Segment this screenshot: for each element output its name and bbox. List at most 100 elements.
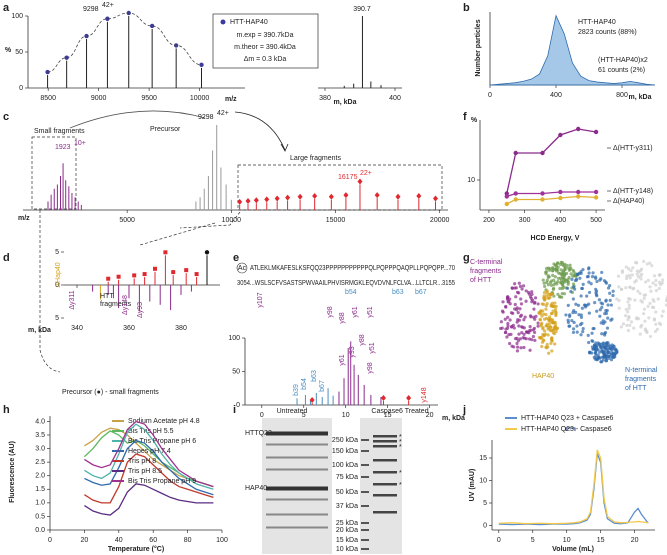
ladder-band (361, 491, 369, 493)
atom (635, 272, 639, 276)
structure-label: C-terminal (470, 259, 503, 266)
atom (566, 303, 570, 307)
atom (625, 323, 629, 327)
atom (604, 281, 609, 285)
atom (545, 280, 549, 285)
asterisk: * (399, 444, 402, 451)
atom (509, 311, 514, 315)
atom (504, 327, 508, 331)
y-tick-label: 0 (19, 85, 23, 92)
atom (552, 278, 556, 282)
atom (559, 260, 563, 264)
x-tick-label: 380 (175, 325, 187, 332)
atom (571, 327, 576, 331)
marker (328, 193, 334, 200)
x-tick-label: 100 (216, 537, 228, 544)
atom (664, 303, 667, 307)
acetyl-circle (236, 262, 248, 274)
atom (550, 349, 554, 353)
arrow (69, 110, 206, 129)
y-tick-label: 5 (55, 249, 59, 256)
marker (171, 270, 176, 275)
atom (619, 287, 624, 291)
marker (504, 194, 509, 199)
atom (520, 325, 524, 329)
atom (578, 276, 582, 280)
arrow (139, 222, 216, 246)
x-tick-label: 10000 (222, 217, 242, 224)
atom (626, 317, 630, 322)
bracket (565, 427, 576, 431)
x-tick-label: 20 (81, 537, 89, 544)
panel-label: h (3, 404, 10, 416)
atom (543, 332, 548, 336)
x-tick-label: 20 (631, 537, 639, 544)
annotation: 42+ (102, 2, 114, 9)
atom (569, 289, 573, 294)
atom (597, 298, 602, 302)
annotation: HTT-HAP40 (578, 19, 616, 26)
atom (571, 274, 575, 278)
atom (541, 278, 545, 282)
marker (132, 273, 137, 278)
atom (634, 260, 638, 265)
y-axis-label: % (471, 117, 478, 124)
atom (598, 345, 602, 349)
atom (603, 353, 607, 357)
atom (576, 303, 581, 307)
atom (503, 317, 507, 321)
atom (646, 278, 651, 282)
atom (611, 352, 615, 356)
atom (609, 358, 614, 362)
y-axis-label: Fluorescence (AU) (9, 441, 16, 503)
x-tick-label: 15 (597, 537, 605, 544)
atom (661, 309, 665, 313)
atom (549, 304, 553, 308)
y-tick-label: 1.0 (35, 500, 45, 507)
annotation: y98 (327, 306, 334, 317)
y-axis-label: Number particles (475, 19, 482, 76)
asterisk: * (399, 470, 402, 477)
legend-label: Δ(HTT-y148) (613, 188, 653, 195)
atom (602, 279, 607, 283)
atom (558, 276, 563, 280)
marker (374, 192, 380, 199)
atom (556, 279, 560, 284)
y-tick-label: 3.5 (35, 432, 45, 439)
atom (573, 287, 577, 291)
legend-label: HTT-HAP40 Q23 - Caspase6 (521, 426, 612, 433)
marker (513, 150, 518, 156)
atom (551, 269, 555, 273)
atom (645, 262, 649, 266)
panel-label: a (3, 2, 10, 14)
band (266, 513, 328, 516)
atom (642, 307, 647, 311)
annotation: Δy148 (122, 295, 129, 315)
atom (522, 336, 527, 340)
atom (536, 321, 540, 325)
atom (547, 318, 551, 322)
annotation: Δy93 (137, 302, 144, 318)
band (266, 526, 328, 529)
asterisk: * (399, 434, 402, 441)
atom (600, 270, 604, 275)
atom (581, 282, 585, 287)
atom (636, 289, 640, 293)
atom (520, 287, 524, 291)
atom (648, 301, 652, 305)
atom (657, 280, 662, 284)
legend-label: Δ(HTT-y311) (613, 145, 653, 152)
legend-label: HTT-HAP40 Q23 + Caspase6 (521, 415, 614, 422)
atom (590, 331, 594, 335)
series-line (83, 430, 214, 488)
atom (529, 328, 533, 332)
annotation: Large fragments (290, 155, 341, 162)
atom (546, 345, 550, 349)
ladder-band (361, 522, 369, 524)
legend-text: m.exp = 390.7kDa (236, 32, 293, 39)
marker (163, 250, 168, 255)
y-axis-label: UV (mAU) (469, 469, 476, 502)
atom (551, 321, 555, 325)
atom (561, 283, 565, 288)
atom (518, 307, 522, 311)
